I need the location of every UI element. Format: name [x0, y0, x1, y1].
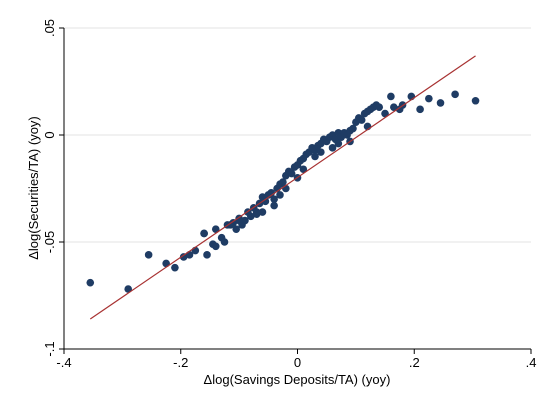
- data-point-33: [279, 178, 287, 186]
- data-point-77: [471, 96, 480, 105]
- data-point-13: [220, 238, 229, 246]
- y-tick-label-2: 0: [42, 131, 57, 138]
- data-point-86: [328, 144, 337, 152]
- x-tick-label-2: 0: [294, 355, 301, 370]
- data-point-69: [390, 103, 398, 111]
- x-axis-label: Δlog(Savings Deposits/TA) (yoy): [204, 372, 391, 387]
- data-point-66: [375, 103, 384, 111]
- y-axis-ticks: -.1 -.05 0 .05: [42, 19, 64, 357]
- x-tick-label-4: .4: [526, 355, 537, 370]
- data-point-11: [211, 225, 220, 233]
- x-tick-label-1: -.2: [173, 355, 188, 370]
- data-point-57: [349, 124, 357, 133]
- data-point-75: [436, 99, 445, 107]
- data-point-81: [252, 210, 261, 218]
- data-point-91: [299, 165, 308, 174]
- data-point-78: [200, 229, 208, 238]
- data-point-89: [258, 208, 267, 216]
- data-point-76: [451, 90, 459, 99]
- data-point-73: [416, 105, 424, 114]
- y-axis-label: Δlog(Securities/TA) (yoy): [26, 116, 41, 260]
- data-point-0: [86, 278, 95, 287]
- data-point-74: [425, 94, 433, 103]
- data-point-68: [387, 92, 395, 101]
- y-tick-label-3: .05: [42, 19, 57, 37]
- x-axis-ticks: -.4 -.2 0 .2 .4: [56, 349, 536, 370]
- data-point-16: [229, 218, 238, 227]
- y-tick-label-0: -.1: [42, 341, 57, 356]
- data-point-22: [247, 212, 255, 221]
- data-point-2: [144, 251, 153, 259]
- data-point-79: [211, 242, 220, 251]
- data-point-85: [311, 152, 319, 161]
- data-point-93: [334, 139, 343, 148]
- y-tick-label-1: -.05: [42, 231, 57, 253]
- data-point-4: [171, 263, 179, 272]
- data-point-5: [179, 253, 188, 261]
- data-point-60: [357, 116, 366, 124]
- data-point-30: [270, 195, 278, 203]
- data-point-27: [261, 197, 270, 206]
- data-point-67: [381, 109, 389, 118]
- x-tick-label-3: .2: [409, 355, 420, 370]
- data-point-17: [232, 225, 241, 233]
- data-point-36: [287, 169, 296, 178]
- data-point-82: [270, 201, 278, 210]
- fit-line: [89, 55, 476, 320]
- data-point-90: [276, 191, 284, 199]
- data-point-1: [124, 285, 133, 293]
- data-point-92: [317, 148, 325, 156]
- data-point-20: [241, 216, 249, 225]
- x-tick-label-0: -.4: [56, 355, 71, 370]
- data-point-9: [203, 251, 211, 259]
